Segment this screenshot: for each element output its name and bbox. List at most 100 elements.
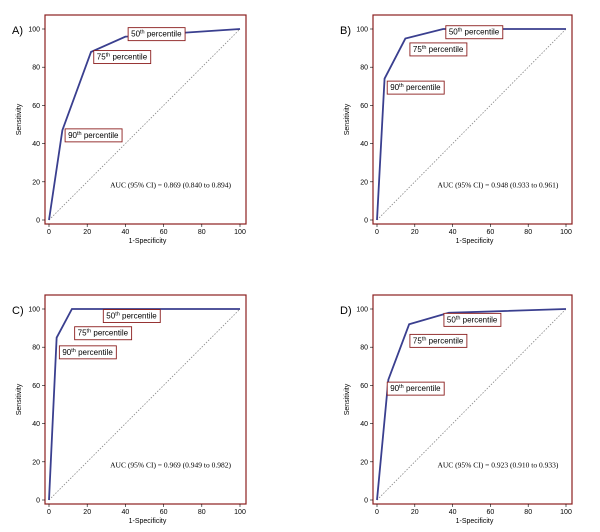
x-tick-label: 100 <box>560 509 572 516</box>
annotation-label: 50th percentile <box>447 315 498 324</box>
y-tick-label: 0 <box>364 218 368 225</box>
x-tick-label: 0 <box>375 509 379 516</box>
y-tick-label: 60 <box>360 103 368 110</box>
annotation-box <box>64 128 123 143</box>
y-tick-label: 20 <box>32 179 40 186</box>
y-tick-label: 20 <box>360 459 368 466</box>
x-tick-label: 40 <box>449 229 457 236</box>
y-tick-label: 60 <box>32 103 40 110</box>
percentile-annotation: 75th percentile <box>74 326 133 341</box>
y-tick-label: 80 <box>32 345 40 352</box>
x-tick-label: 40 <box>122 509 130 516</box>
y-tick-label: 20 <box>32 459 40 466</box>
annotation-box <box>409 42 468 57</box>
annotation-box <box>443 312 502 327</box>
y-tick-label: 80 <box>32 65 40 72</box>
x-tick-label: 40 <box>449 509 457 516</box>
y-tick-label: 0 <box>364 498 368 505</box>
annotation-label: 90th percentile <box>68 131 119 140</box>
percentile-annotation: 90th percentile <box>386 381 445 396</box>
annotation-box <box>58 345 117 360</box>
y-tick-label: 100 <box>28 27 40 34</box>
roc-panel-4: D) 0 20 40 60 80 100 0 20 40 60 80 100 1-Specificity S… <box>340 294 573 525</box>
y-axis-title: Sensitivity <box>16 383 23 415</box>
x-tick-label: 0 <box>47 229 51 236</box>
annotation-label: 50th percentile <box>131 30 182 39</box>
y-tick-label: 100 <box>356 307 368 314</box>
percentile-annotation: 90th percentile <box>64 128 123 143</box>
x-tick-label: 40 <box>122 229 130 236</box>
x-tick-label: 100 <box>234 509 246 516</box>
percentile-annotation: 50th percentile <box>445 25 504 40</box>
roc-curve <box>48 308 240 501</box>
y-tick-label: 60 <box>32 383 40 390</box>
x-tick-label: 60 <box>160 509 168 516</box>
panel-label: D) <box>340 305 352 317</box>
roc-panel-3: C) 0 20 40 60 80 100 0 20 40 60 80 100 1-Specificity S… <box>12 294 247 525</box>
y-tick-label: 80 <box>360 65 368 72</box>
x-tick-label: 60 <box>487 509 495 516</box>
auc-text: AUC (95% CI) = 0.923 (0.910 to 0.933) <box>437 461 558 470</box>
annotation-label: 90th percentile <box>390 384 441 393</box>
y-tick-label: 40 <box>32 421 40 428</box>
percentile-annotation: 50th percentile <box>443 312 502 327</box>
x-tick-label: 60 <box>487 229 495 236</box>
x-tick-label: 80 <box>524 229 532 236</box>
x-tick-label: 20 <box>411 509 419 516</box>
annotation-box <box>386 381 445 396</box>
x-tick-label: 80 <box>198 509 206 516</box>
y-axis-title: Sensitivity <box>344 103 351 135</box>
x-tick-label: 80 <box>524 509 532 516</box>
x-tick-label: 0 <box>47 509 51 516</box>
x-tick-label: 100 <box>234 229 246 236</box>
panel-label: B) <box>340 25 351 37</box>
y-tick-label: 100 <box>28 307 40 314</box>
x-tick-label: 100 <box>560 229 572 236</box>
y-tick-label: 60 <box>360 383 368 390</box>
plot-frame <box>372 14 573 225</box>
annotation-label: 90th percentile <box>62 348 113 357</box>
y-tick-label: 0 <box>36 498 40 505</box>
annotation-box <box>102 309 161 323</box>
reference-diagonal <box>48 28 241 221</box>
x-tick-label: 20 <box>83 509 91 516</box>
x-axis-title: 1-Specificity <box>456 518 494 525</box>
plot-frame <box>44 14 247 225</box>
percentile-annotation: 90th percentile <box>386 80 445 95</box>
panel-label: C) <box>12 305 24 317</box>
annotation-label: 50th percentile <box>449 28 500 37</box>
y-tick-label: 100 <box>356 27 368 34</box>
y-tick-label: 20 <box>360 179 368 186</box>
annotation-box <box>74 326 133 341</box>
reference-diagonal <box>48 308 241 501</box>
y-axis-title: Sensitivity <box>16 103 23 135</box>
x-tick-label: 80 <box>198 229 206 236</box>
roc-panel-1: A) 0 20 40 60 80 100 0 20 40 60 80 100 1-Specificity S… <box>12 14 247 245</box>
roc-panel-2: B) 0 20 40 60 80 100 0 20 40 60 80 100 1-Specificity S… <box>340 14 573 245</box>
percentile-annotation: 75th percentile <box>409 42 468 57</box>
auc-text: AUC (95% CI) = 0.969 (0.949 to 0.982) <box>110 461 231 470</box>
x-tick-label: 20 <box>411 229 419 236</box>
annotation-box <box>409 333 468 348</box>
percentile-annotation: 50th percentile <box>127 27 186 42</box>
annotation-box <box>93 50 152 65</box>
panel-label: A) <box>12 25 23 37</box>
annotation-box <box>445 25 504 40</box>
annotation-label: 75th percentile <box>97 53 148 62</box>
x-tick-label: 20 <box>83 229 91 236</box>
percentile-annotation: 75th percentile <box>93 50 152 65</box>
percentile-annotation: 90th percentile <box>58 345 117 360</box>
annotation-label: 75th percentile <box>413 336 464 345</box>
y-tick-label: 40 <box>360 141 368 148</box>
auc-text: AUC (95% CI) = 0.869 (0.840 to 0.894) <box>110 181 231 190</box>
annotation-label: 90th percentile <box>390 83 441 92</box>
annotation-label: 75th percentile <box>413 45 464 54</box>
y-tick-label: 0 <box>36 218 40 225</box>
x-axis-title: 1-Specificity <box>129 518 167 525</box>
x-axis-title: 1-Specificity <box>129 238 167 245</box>
y-axis-title: Sensitivity <box>344 383 351 415</box>
roc-curve <box>376 308 567 501</box>
x-axis-title: 1-Specificity <box>456 238 494 245</box>
annotation-label: 50th percentile <box>106 312 157 321</box>
